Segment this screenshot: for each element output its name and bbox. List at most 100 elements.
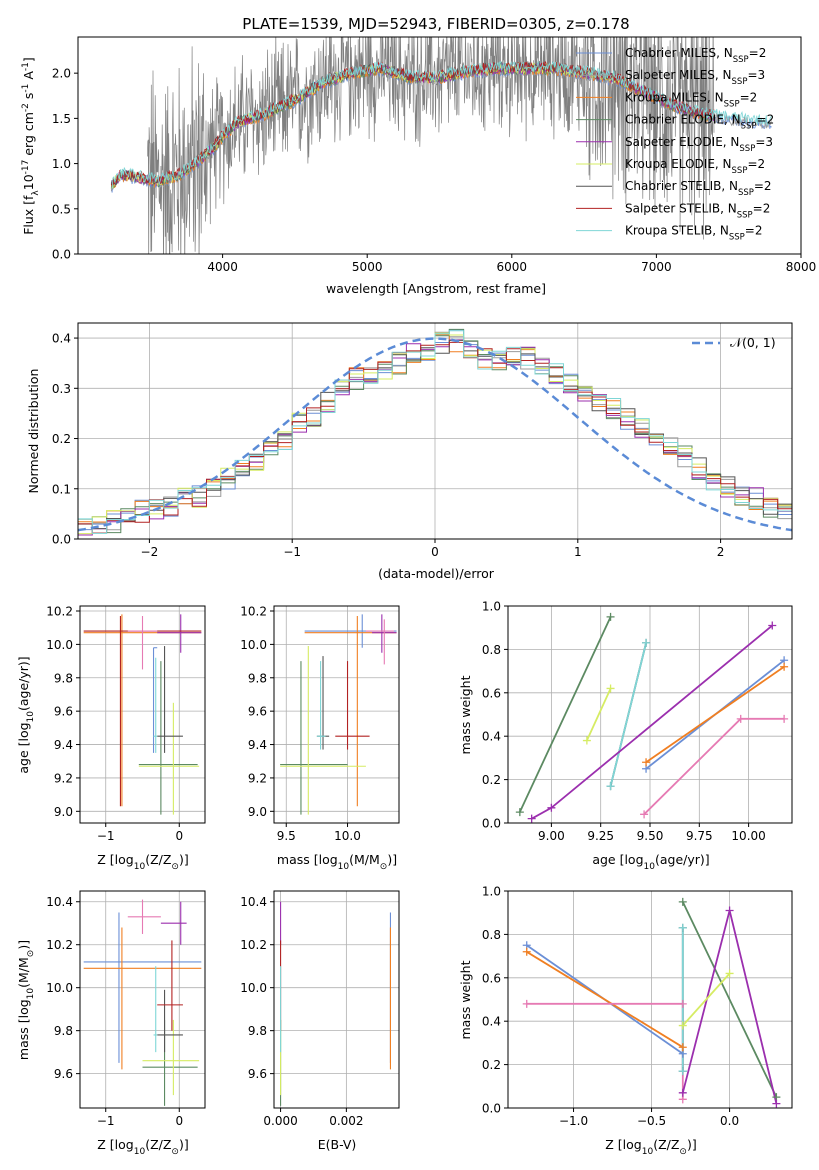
weight-marker-km (642, 758, 651, 767)
weight-marker-pink (522, 999, 531, 1008)
y-tick-label: 0.6 (482, 686, 501, 700)
x-tick-label: 0 (431, 545, 439, 559)
y-tick-label: 9.4 (54, 738, 73, 752)
legend-entry: Kroupa MILES, NSSP=2 (625, 90, 757, 109)
axes-spectrum: 4000 5000 6000 7000 8000 0.0 0.5 1.0 1.5 2.0 (52, 36, 817, 274)
x-tick-label: −1 (97, 829, 115, 843)
y-tick-label: 2.0 (52, 67, 71, 81)
weight-line-ce (681, 901, 778, 1098)
x-tick-label: 9.00 (538, 829, 565, 843)
y-tick-label: 9.4 (248, 738, 267, 752)
x-axis-label: E(B-V) (318, 1137, 357, 1152)
x-tick-label: 9.25 (587, 829, 614, 843)
weight-marker-ks (642, 638, 651, 647)
y-tick-label: 0.6 (482, 971, 501, 985)
weight-marker-km (522, 947, 531, 956)
weight-marker-km (780, 662, 789, 671)
x-axis-label: wavelength [Angstrom, rest frame] (326, 281, 546, 296)
weight-line-pink (526, 1002, 684, 1100)
axes-weight_vs_age: 9.00 9.25 9.50 9.75 10.00 0.0 0.2 0.4 0.6 0.8 1.0 (482, 600, 793, 843)
x-tick-label: 5000 (352, 260, 383, 274)
weight-line-ke (586, 688, 612, 741)
axes-mass_vs_Z: −1 0 9.6 9.8 10.0 10.2 10.4 (46, 890, 206, 1128)
axes-frame-age_vs_Z (79, 605, 206, 824)
axes-weight_vs_Z: −1.0 −0.5 0.0 0.0 0.2 0.4 0.6 0.8 1.0 (482, 885, 793, 1128)
y-tick-label: 9.6 (248, 705, 267, 719)
y-tick-label: 9.8 (54, 1024, 73, 1038)
axes-frame-mass_vs_ebv (273, 890, 400, 1109)
weight-marker-ke (725, 969, 734, 978)
x-tick-label: 0 (175, 1114, 183, 1128)
axes-age_vs_Z: −1 0 9.0 9.2 9.4 9.6 9.8 10.0 10.2 (46, 605, 206, 843)
x-axis-label: Z [log10(Z/Z⊙)] (97, 852, 188, 872)
histogram-ks (78, 330, 792, 534)
weight-marker-pink (780, 714, 789, 723)
axes-mass_vs_ebv: 0.000 0.002 9.6 9.8 10.0 10.2 10.4 (240, 890, 400, 1128)
axes-residual_hist: −2 −1 0 1 2 0.0 0.1 0.2 0.3 0.4 (52, 322, 793, 559)
y-tick-label: 10.0 (46, 638, 73, 652)
x-axis-label: Z [log10(Z/Z⊙)] (97, 1137, 188, 1157)
x-tick-label: 0.0 (720, 1114, 739, 1128)
y-tick-label: 9.2 (248, 771, 267, 785)
x-tick-label: 9.5 (277, 829, 296, 843)
x-tick-label: 0 (175, 829, 183, 843)
y-tick-label: 0.3 (52, 382, 71, 396)
weight-line-ke (682, 972, 731, 1027)
legend-spectrum: Chabrier MILES, NSSP=2 Salpeter MILES, NS… (576, 46, 774, 243)
x-tick-label: 0.000 (263, 1114, 297, 1128)
weight-marker-ce (678, 897, 687, 906)
x-axis-label: (data-model)/error (378, 566, 495, 581)
x-tick-label: 6000 (497, 260, 528, 274)
y-tick-label: 10.0 (240, 981, 267, 995)
y-tick-label: 0.0 (482, 817, 501, 831)
y-tick-label: 9.8 (248, 671, 267, 685)
weight-marker-se (527, 814, 536, 823)
axes-age_vs_mass: 9.5 10.0 9.0 9.2 9.4 9.6 9.8 10.0 10.2 (240, 605, 400, 843)
y-tick-label: 0.4 (482, 1015, 501, 1029)
y-tick-label: 9.6 (54, 1067, 73, 1081)
model-spectrum-ks (111, 60, 772, 189)
weight-marker-se (547, 803, 556, 812)
weight-marker-ks (678, 923, 687, 932)
x-tick-label: −1 (97, 1114, 115, 1128)
legend-entry: Kroupa ELODIE, NSSP=2 (625, 157, 765, 176)
x-tick-label: 4000 (207, 260, 238, 274)
model-spectrum-ss (110, 60, 715, 187)
x-tick-label: 9.75 (686, 829, 713, 843)
x-tick-label: 8000 (786, 260, 817, 274)
y-tick-label: 0.2 (52, 432, 71, 446)
y-axis-label: Flux [fλ10-17 erg cm-2 s-1 A-1] (21, 57, 41, 235)
x-tick-label: 0.002 (329, 1114, 363, 1128)
weight-marker-ke (606, 684, 615, 693)
y-axis-label: Normed distribution (26, 369, 41, 494)
observed-spectrum (147, 37, 715, 254)
y-tick-label: 9.0 (54, 805, 73, 819)
y-tick-label: 10.4 (240, 895, 267, 909)
y-tick-label: 10.2 (240, 938, 267, 952)
y-tick-label: 10.2 (240, 605, 267, 619)
y-tick-label: 10.2 (46, 605, 73, 619)
weight-marker-se (768, 621, 777, 630)
legend-entry: Salpeter ELODIE, NSSP=3 (625, 135, 773, 154)
y-tick-label: 9.8 (54, 671, 73, 685)
x-tick-label: −1.0 (559, 1114, 588, 1128)
weight-marker-km (678, 1043, 687, 1052)
y-tick-label: 1.0 (52, 157, 71, 171)
weight-marker-pink (678, 999, 687, 1008)
x-tick-label: 10.00 (731, 829, 765, 843)
y-tick-label: 10.2 (46, 938, 73, 952)
x-tick-label: 7000 (641, 260, 672, 274)
y-tick-label: 9.8 (248, 1024, 267, 1038)
x-axis-label: mass [log10(M/M⊙)] (277, 852, 397, 872)
y-tick-label: 9.6 (54, 705, 73, 719)
plot-area-weight_vs_age (518, 616, 785, 820)
weight-marker-ce (606, 612, 615, 621)
y-tick-label: 0.8 (482, 928, 501, 942)
plot-area-mass_vs_Z (83, 899, 202, 1106)
y-tick-label: 0.0 (52, 533, 71, 547)
weight-line-km (645, 666, 785, 763)
y-tick-label: 0.4 (52, 332, 71, 346)
legend-entry: Salpeter MILES, NSSP=3 (625, 68, 765, 87)
x-tick-label: 10.0 (334, 829, 361, 843)
weight-marker-se (772, 1099, 781, 1108)
